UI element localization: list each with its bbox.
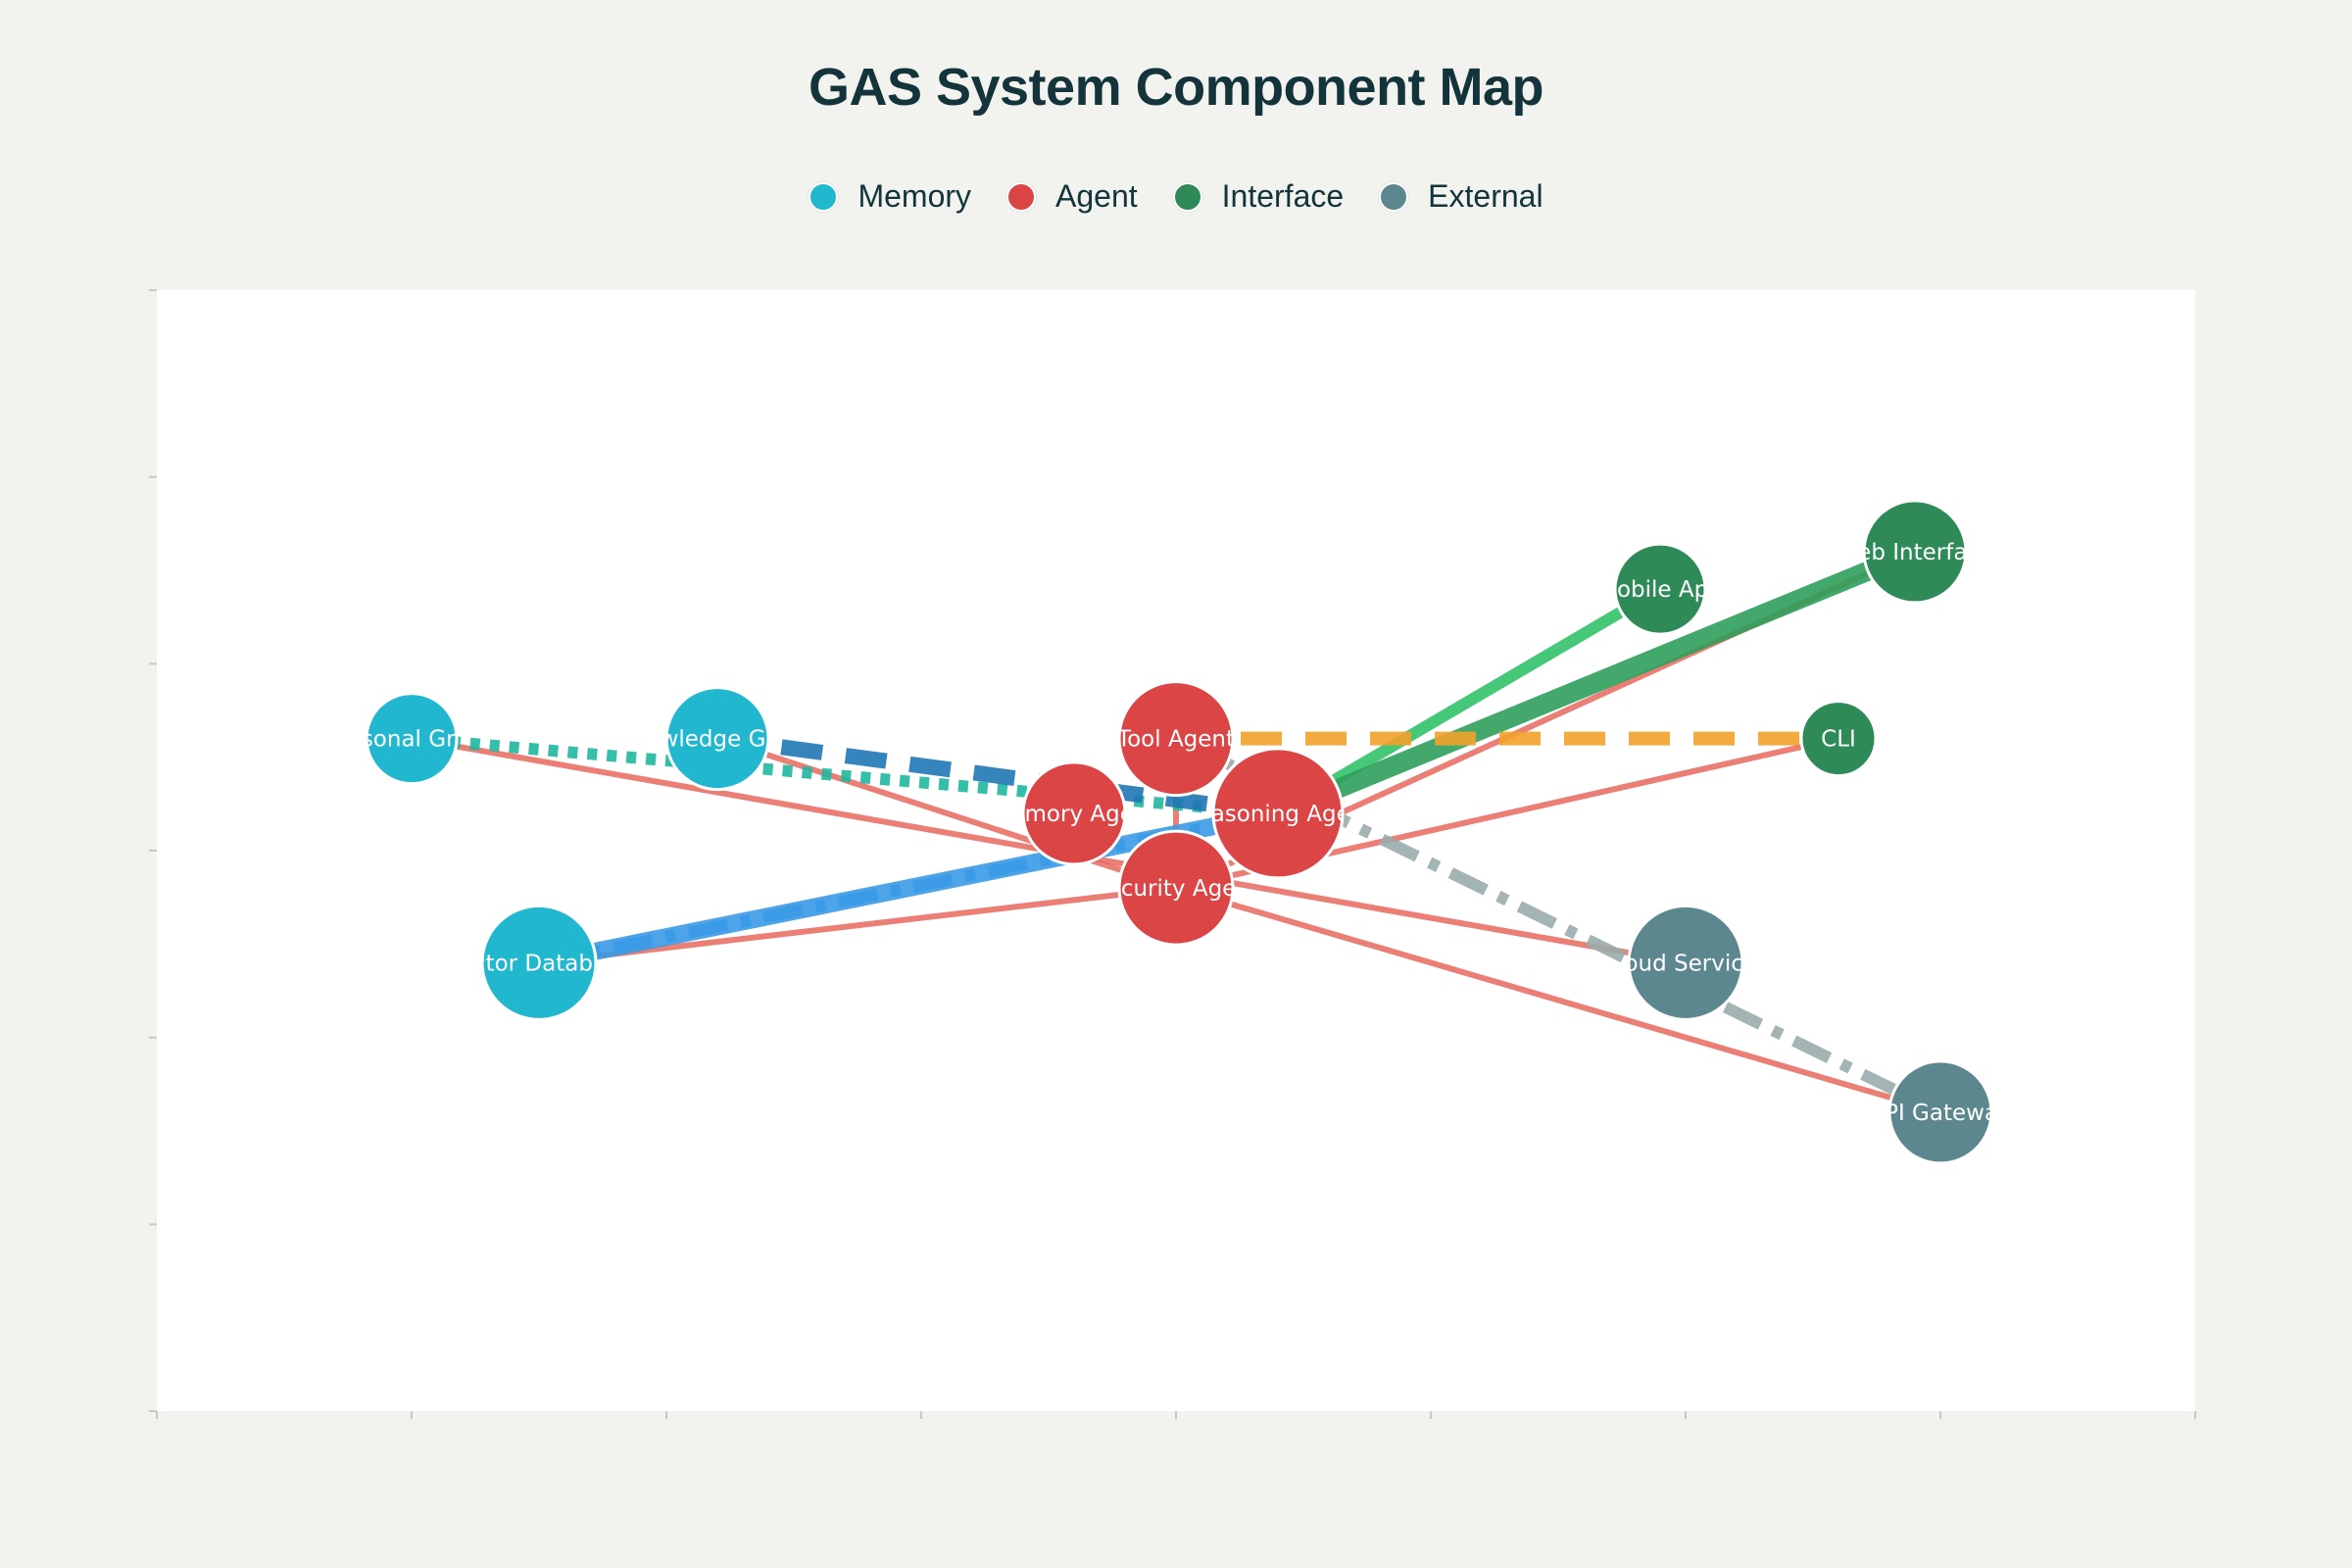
node-marker-knowledge-graph — [664, 686, 770, 792]
chart-title: GAS System Component Map — [808, 58, 1544, 117]
node-cli[interactable]: CLI — [1799, 700, 1878, 778]
node-label-web-interface: Web Interface — [1837, 540, 1993, 565]
node-api-gateway[interactable]: API Gateway — [1869, 1059, 2011, 1165]
legend-item-external[interactable]: External — [1379, 178, 1544, 215]
legend-swatch-agent — [1006, 181, 1037, 212]
node-vector-database[interactable]: Vector Database — [446, 904, 632, 1021]
node-label-personal-graph: Personal Graph — [325, 727, 498, 753]
node-memory-agent[interactable]: Memory Agent — [992, 760, 1157, 866]
edge-knowledge-graph-to-reasoning-agent — [715, 730, 1280, 821]
node-marker-reasoning-agent — [1211, 747, 1345, 880]
node-label-memory-agent: Memory Agent — [992, 802, 1157, 827]
node-marker-cloud-services — [1627, 904, 1744, 1021]
edge-knowledge-graph-to-security-agent — [714, 735, 1179, 892]
node-label-api-gateway: API Gateway — [1869, 1101, 2011, 1126]
node-label-knowledge-graph: Knowledge Graph — [617, 727, 817, 753]
legend-item-interface[interactable]: Interface — [1172, 178, 1345, 215]
node-cloud-services[interactable]: Cloud Services — [1602, 904, 1769, 1021]
node-label-cloud-services: Cloud Services — [1602, 951, 1769, 976]
node-web-interface[interactable]: Web Interface — [1837, 499, 1993, 605]
edge-reasoning-agent-to-web-interface — [1274, 542, 1919, 823]
legend-label-agent: Agent — [1055, 178, 1138, 214]
node-label-tool-agent: Tool Agent — [1116, 727, 1235, 753]
node-knowledge-graph[interactable]: Knowledge Graph — [617, 686, 817, 792]
axis-ticks — [149, 289, 2196, 1419]
nodes: Personal Graph Knowledge Graph Vector Data… — [325, 499, 2011, 1165]
node-tool-agent[interactable]: Tool Agent — [1116, 680, 1235, 798]
node-label-mobile-app: Mobile App — [1597, 577, 1723, 603]
node-label-vector-database: Vector Database — [446, 951, 632, 976]
node-reasoning-agent[interactable]: Reasoning Agent — [1183, 747, 1374, 880]
legend-swatch-interface — [1172, 181, 1202, 212]
node-marker-web-interface — [1862, 499, 1968, 605]
node-marker-memory-agent — [1021, 760, 1127, 866]
edge-reasoning-agent-to-mobile-app — [1274, 583, 1664, 819]
node-marker-api-gateway — [1887, 1059, 1993, 1165]
node-mobile-app[interactable]: Mobile App — [1597, 542, 1723, 636]
node-marker-personal-graph — [365, 692, 459, 786]
legend-item-agent[interactable]: Agent — [1006, 178, 1138, 215]
edge-vector-database-to-security-agent — [536, 885, 1179, 966]
node-personal-graph[interactable]: Personal Graph — [325, 692, 498, 786]
node-label-reasoning-agent: Reasoning Agent — [1183, 802, 1374, 827]
node-marker-mobile-app — [1613, 542, 1707, 636]
node-security-agent[interactable]: Security Agent — [1093, 829, 1259, 947]
edge-personal-graph-to-reasoning-agent — [411, 732, 1279, 819]
node-marker-security-agent — [1117, 829, 1235, 947]
node-marker-vector-database — [480, 904, 598, 1021]
legend-label-interface: Interface — [1221, 178, 1345, 214]
edge-security-agent-to-api-gateway — [1173, 885, 1943, 1115]
legend-swatch-memory — [808, 181, 839, 212]
legend-label-memory: Memory — [858, 178, 972, 214]
node-marker-cli — [1799, 700, 1878, 778]
node-label-security-agent: Security Agent — [1093, 876, 1259, 902]
legend-swatch-external — [1379, 181, 1409, 212]
legend: Memory Agent Interface External — [0, 178, 2352, 215]
node-marker-tool-agent — [1117, 680, 1235, 798]
edge-tool-agent-to-api-gateway — [1173, 733, 1943, 1118]
node-label-cli: CLI — [1821, 727, 1856, 753]
legend-label-external: External — [1428, 178, 1544, 214]
legend-item-memory[interactable]: Memory — [808, 178, 971, 215]
